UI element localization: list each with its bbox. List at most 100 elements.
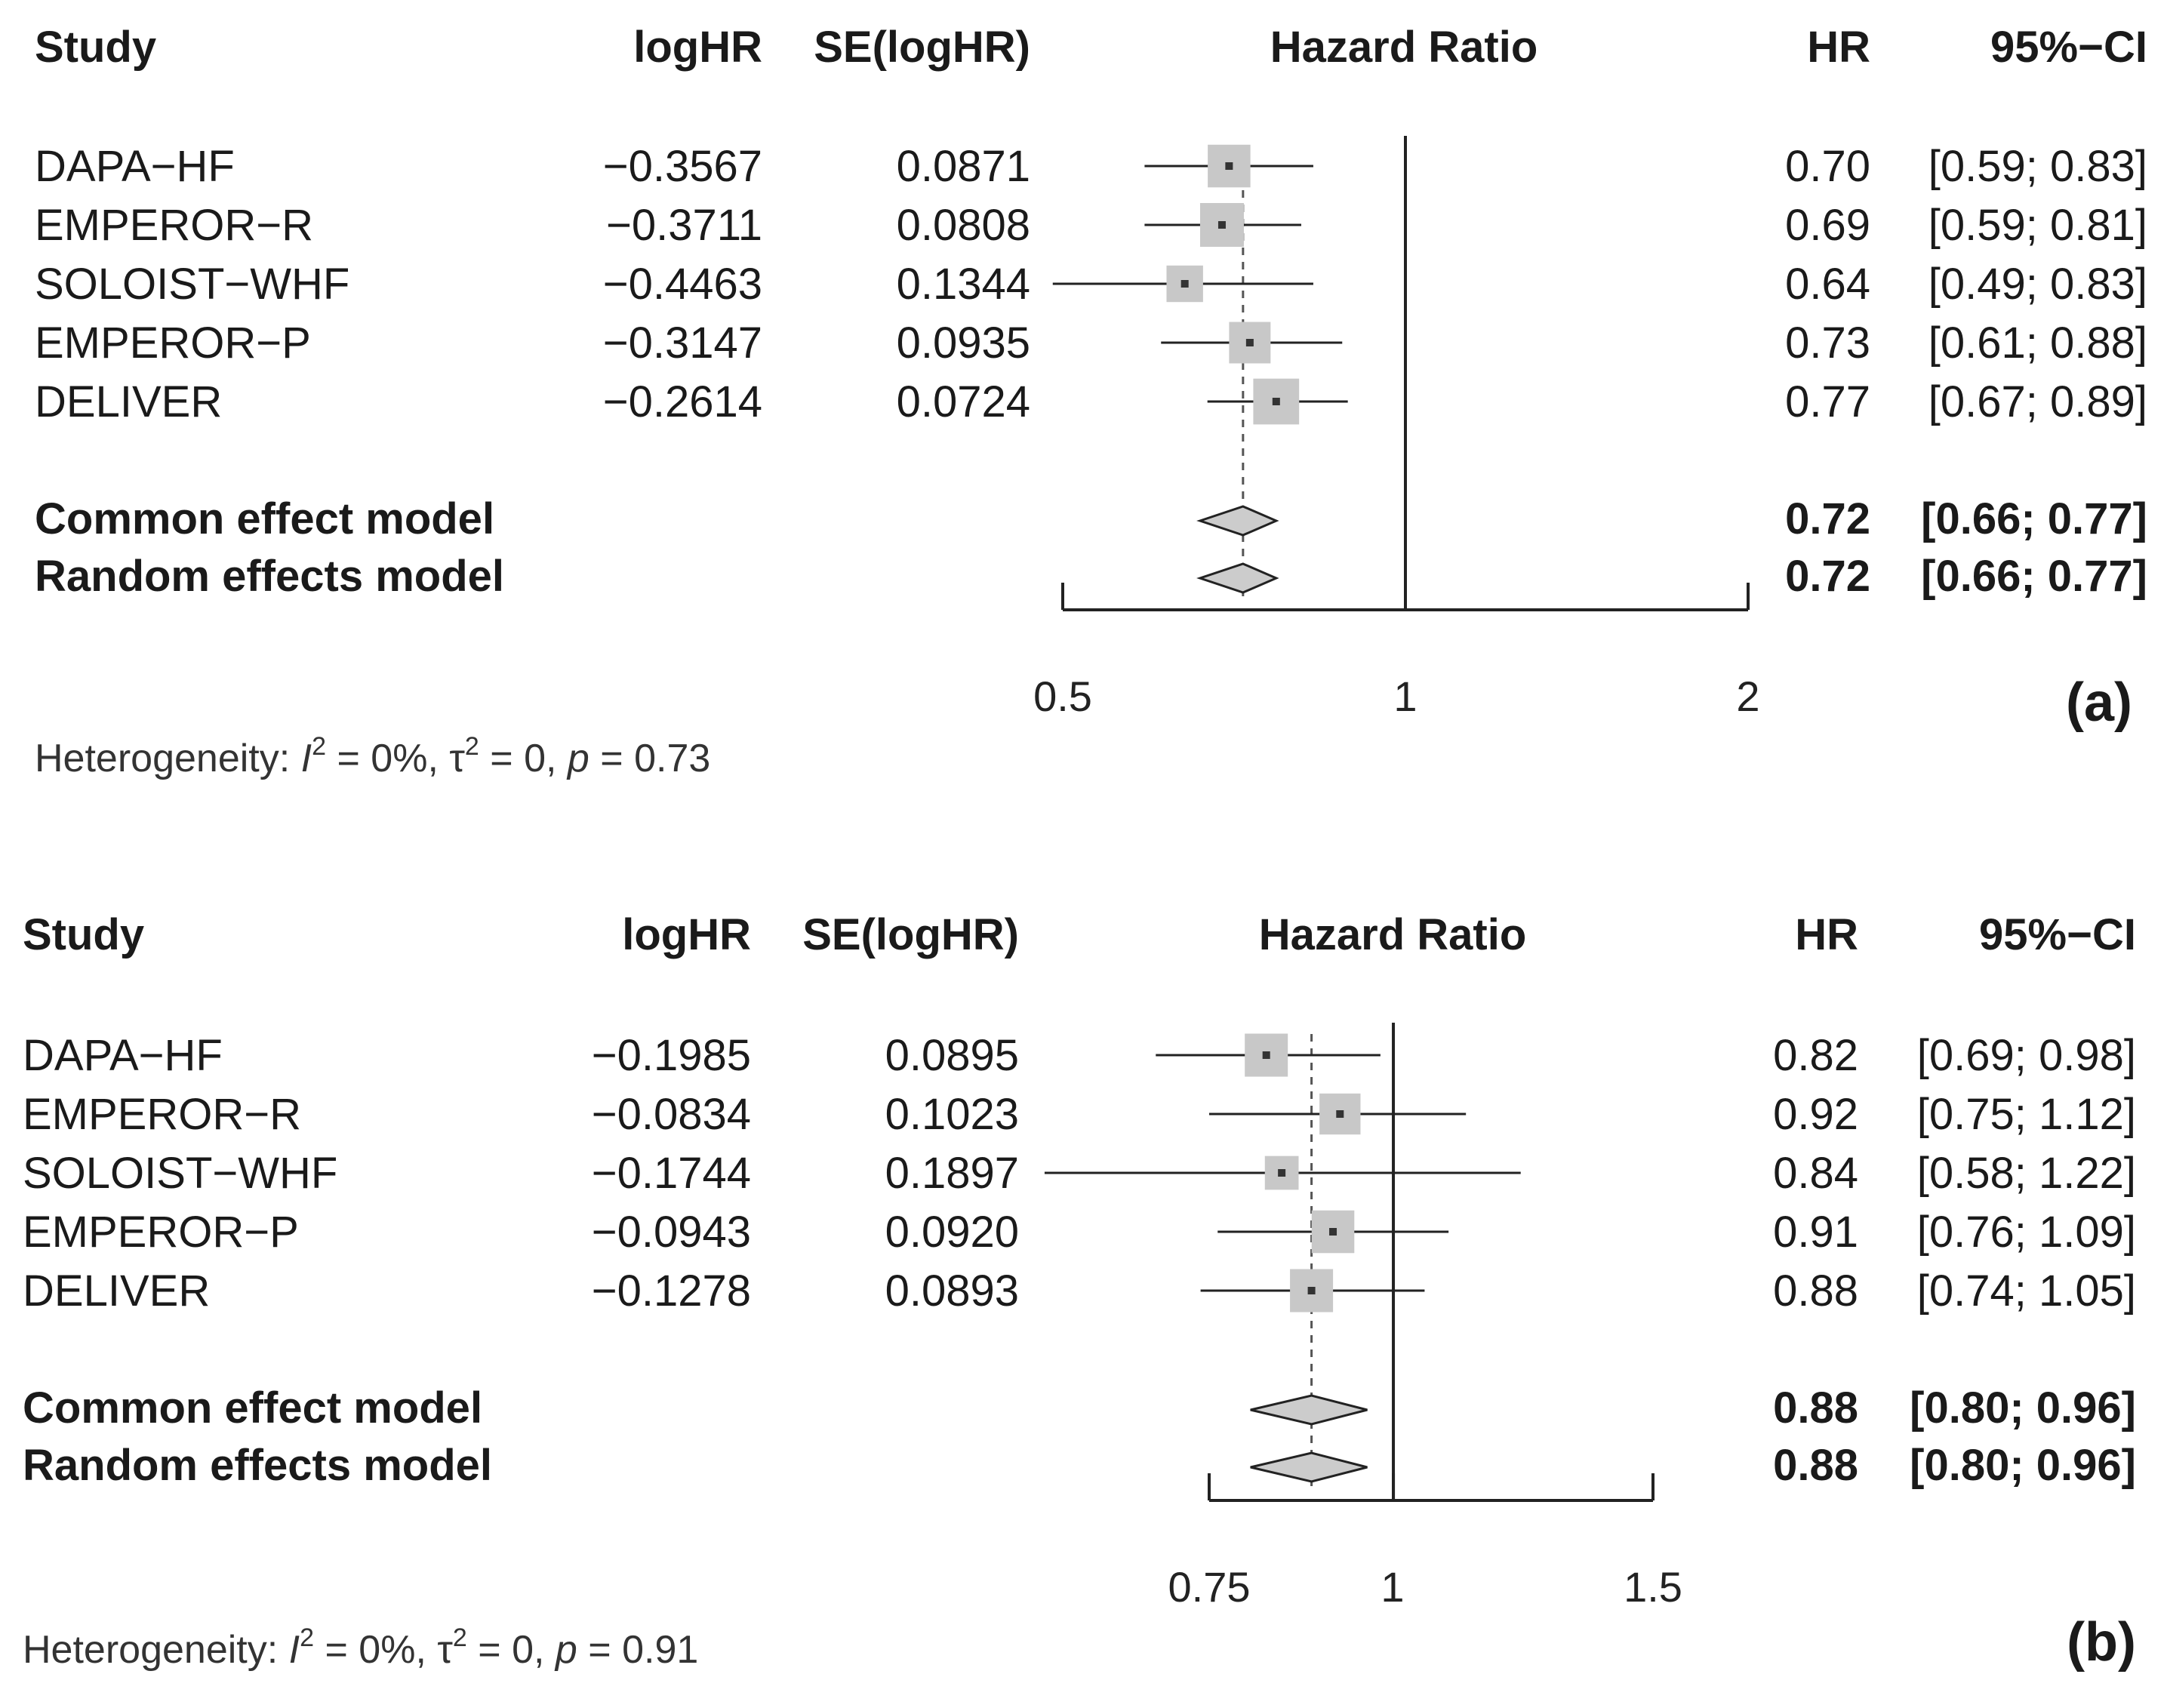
ci-value: [0.61; 0.88] — [1928, 319, 2147, 368]
header-hr: HR — [1795, 910, 1858, 959]
loghr-value: −0.3567 — [603, 142, 762, 191]
tick-label: 1.5 — [1624, 1563, 1682, 1611]
se-value: 0.0724 — [897, 377, 1030, 426]
model-row: Common effect model 0.72 [0.66; 0.77] — [35, 494, 2147, 543]
table-row: DELIVER −0.1278 0.0893 0.88 [0.74; 1.05] — [23, 1266, 2136, 1316]
ci-value: [0.59; 0.81] — [1928, 201, 2147, 250]
hr-value: 0.77 — [1785, 377, 1870, 426]
het-i2-sup: 2 — [312, 732, 326, 761]
point-estimate-marker — [1217, 221, 1226, 229]
table-row: EMPEROR−R −0.3711 0.0808 0.69 [0.59; 0.8… — [35, 201, 2147, 250]
het-tau: τ — [437, 1628, 453, 1672]
header-loghr: logHR — [622, 910, 751, 959]
header-se: SE(logHR) — [814, 23, 1030, 72]
hr-value: 0.88 — [1773, 1266, 1858, 1316]
ci-value: [0.69; 0.98] — [1917, 1031, 2136, 1080]
het-i2-sup: 2 — [300, 1623, 314, 1652]
het-i2: I — [289, 1628, 300, 1672]
point-estimate-marker — [1307, 1287, 1316, 1294]
panel-a-rows: DAPA−HF −0.3567 0.0871 0.70 [0.59; 0.83]… — [35, 142, 2147, 601]
panel-a-plot — [1052, 136, 1750, 611]
model-ci-value: [0.80; 0.96] — [1910, 1383, 2136, 1433]
study-name: DELIVER — [35, 377, 222, 426]
panel-a-headers: Study logHR SE(logHR) Hazard Ratio HR 95… — [35, 23, 2147, 72]
table-row: DAPA−HF −0.1985 0.0895 0.82 [0.69; 0.98] — [23, 1031, 2136, 1080]
header-hr: HR — [1807, 23, 1870, 72]
table-row: EMPEROR−R −0.0834 0.1023 0.92 [0.75; 1.1… — [23, 1090, 2136, 1139]
se-value: 0.0920 — [885, 1208, 1019, 1257]
loghr-value: −0.1278 — [592, 1266, 751, 1316]
het-i2-value: = 0%, — [314, 1628, 437, 1672]
se-value: 0.0893 — [885, 1266, 1019, 1316]
header-hazard-ratio: Hazard Ratio — [1270, 23, 1538, 72]
se-value: 0.1344 — [897, 260, 1030, 309]
loghr-value: −0.2614 — [603, 377, 762, 426]
hr-value: 0.91 — [1773, 1208, 1858, 1257]
model-row: Random effects model 0.88 [0.80; 0.96] — [23, 1441, 2136, 1490]
hr-value: 0.69 — [1785, 201, 1870, 250]
header-ci: 95%−CI — [1990, 23, 2147, 72]
loghr-value: −0.0943 — [592, 1208, 751, 1257]
header-hazard-ratio: Hazard Ratio — [1259, 910, 1527, 959]
pooled-diamond — [1196, 505, 1279, 537]
loghr-value: −0.0834 — [592, 1090, 751, 1139]
ci-value: [0.49; 0.83] — [1928, 260, 2147, 309]
tick-label: 2 — [1736, 672, 1759, 720]
panel-a-heterogeneity: Heterogeneity: I2 = 0%, τ2 = 0, p = 0.73 — [35, 732, 710, 780]
hr-value: 0.64 — [1785, 260, 1870, 309]
model-row: Random effects model 0.72 [0.66; 0.77] — [35, 552, 2147, 601]
study-name: EMPEROR−R — [35, 201, 313, 250]
ci-value: [0.59; 0.83] — [1928, 142, 2147, 191]
hr-value: 0.70 — [1785, 142, 1870, 191]
study-name: DELIVER — [23, 1266, 210, 1316]
model-name: Common effect model — [23, 1383, 482, 1433]
het-p: p — [554, 1628, 577, 1672]
loghr-value: −0.1744 — [592, 1149, 751, 1198]
study-name: EMPEROR−R — [23, 1090, 301, 1139]
table-row: EMPEROR−P −0.0943 0.0920 0.91 [0.76; 1.0… — [23, 1208, 2136, 1257]
tick-label: 1 — [1381, 1563, 1404, 1611]
hr-value: 0.82 — [1773, 1031, 1858, 1080]
se-value: 0.0895 — [885, 1031, 1019, 1080]
hr-value: 0.92 — [1773, 1090, 1858, 1139]
loghr-value: −0.4463 — [603, 260, 762, 309]
table-row: SOLOIST−WHF −0.4463 0.1344 0.64 [0.49; 0… — [35, 260, 2147, 309]
ci-value: [0.58; 1.22] — [1917, 1149, 2136, 1198]
se-value: 0.1897 — [885, 1149, 1019, 1198]
het-tau-value: = 0, — [479, 737, 568, 780]
loghr-value: −0.3711 — [606, 201, 762, 250]
point-estimate-marker — [1245, 339, 1254, 346]
pooled-diamond — [1250, 1451, 1368, 1483]
model-ci-value: [0.66; 0.77] — [1921, 494, 2147, 543]
het-tau-sup: 2 — [453, 1623, 467, 1652]
model-hr-value: 0.72 — [1785, 552, 1870, 601]
het-tau-sup: 2 — [465, 732, 479, 761]
se-value: 0.0935 — [897, 319, 1030, 368]
model-row: Common effect model 0.88 [0.80; 0.96] — [23, 1383, 2136, 1433]
se-value: 0.1023 — [885, 1090, 1019, 1139]
panel-b-rows: DAPA−HF −0.1985 0.0895 0.82 [0.69; 0.98]… — [23, 1031, 2136, 1490]
study-name: SOLOIST−WHF — [35, 260, 349, 309]
het-tau-value: = 0, — [467, 1628, 556, 1672]
point-estimate-marker — [1225, 162, 1233, 170]
table-row: SOLOIST−WHF −0.1744 0.1897 0.84 [0.58; 1… — [23, 1149, 2136, 1198]
header-study: Study — [35, 23, 156, 72]
study-name: DAPA−HF — [35, 142, 235, 191]
study-name: EMPEROR−P — [35, 319, 311, 368]
panel-b-label: (b) — [2067, 1612, 2136, 1673]
het-i2: I — [301, 737, 312, 780]
ci-value: [0.74; 1.05] — [1917, 1266, 2136, 1316]
model-hr-value: 0.72 — [1785, 494, 1870, 543]
ci-value: [0.76; 1.09] — [1917, 1208, 2136, 1257]
tick-label: 1 — [1393, 672, 1417, 720]
tick-label: 0.75 — [1168, 1563, 1251, 1611]
het-prefix: Heterogeneity: — [35, 737, 301, 780]
se-value: 0.0808 — [897, 201, 1030, 250]
panel-b-headers: Study logHR SE(logHR) Hazard Ratio HR 95… — [23, 910, 2136, 959]
panel-b-ticks: 0.75 1 1.5 — [1168, 1563, 1682, 1611]
study-name: SOLOIST−WHF — [23, 1149, 337, 1198]
het-p-value: = 0.91 — [577, 1628, 698, 1672]
header-loghr: logHR — [633, 23, 762, 72]
